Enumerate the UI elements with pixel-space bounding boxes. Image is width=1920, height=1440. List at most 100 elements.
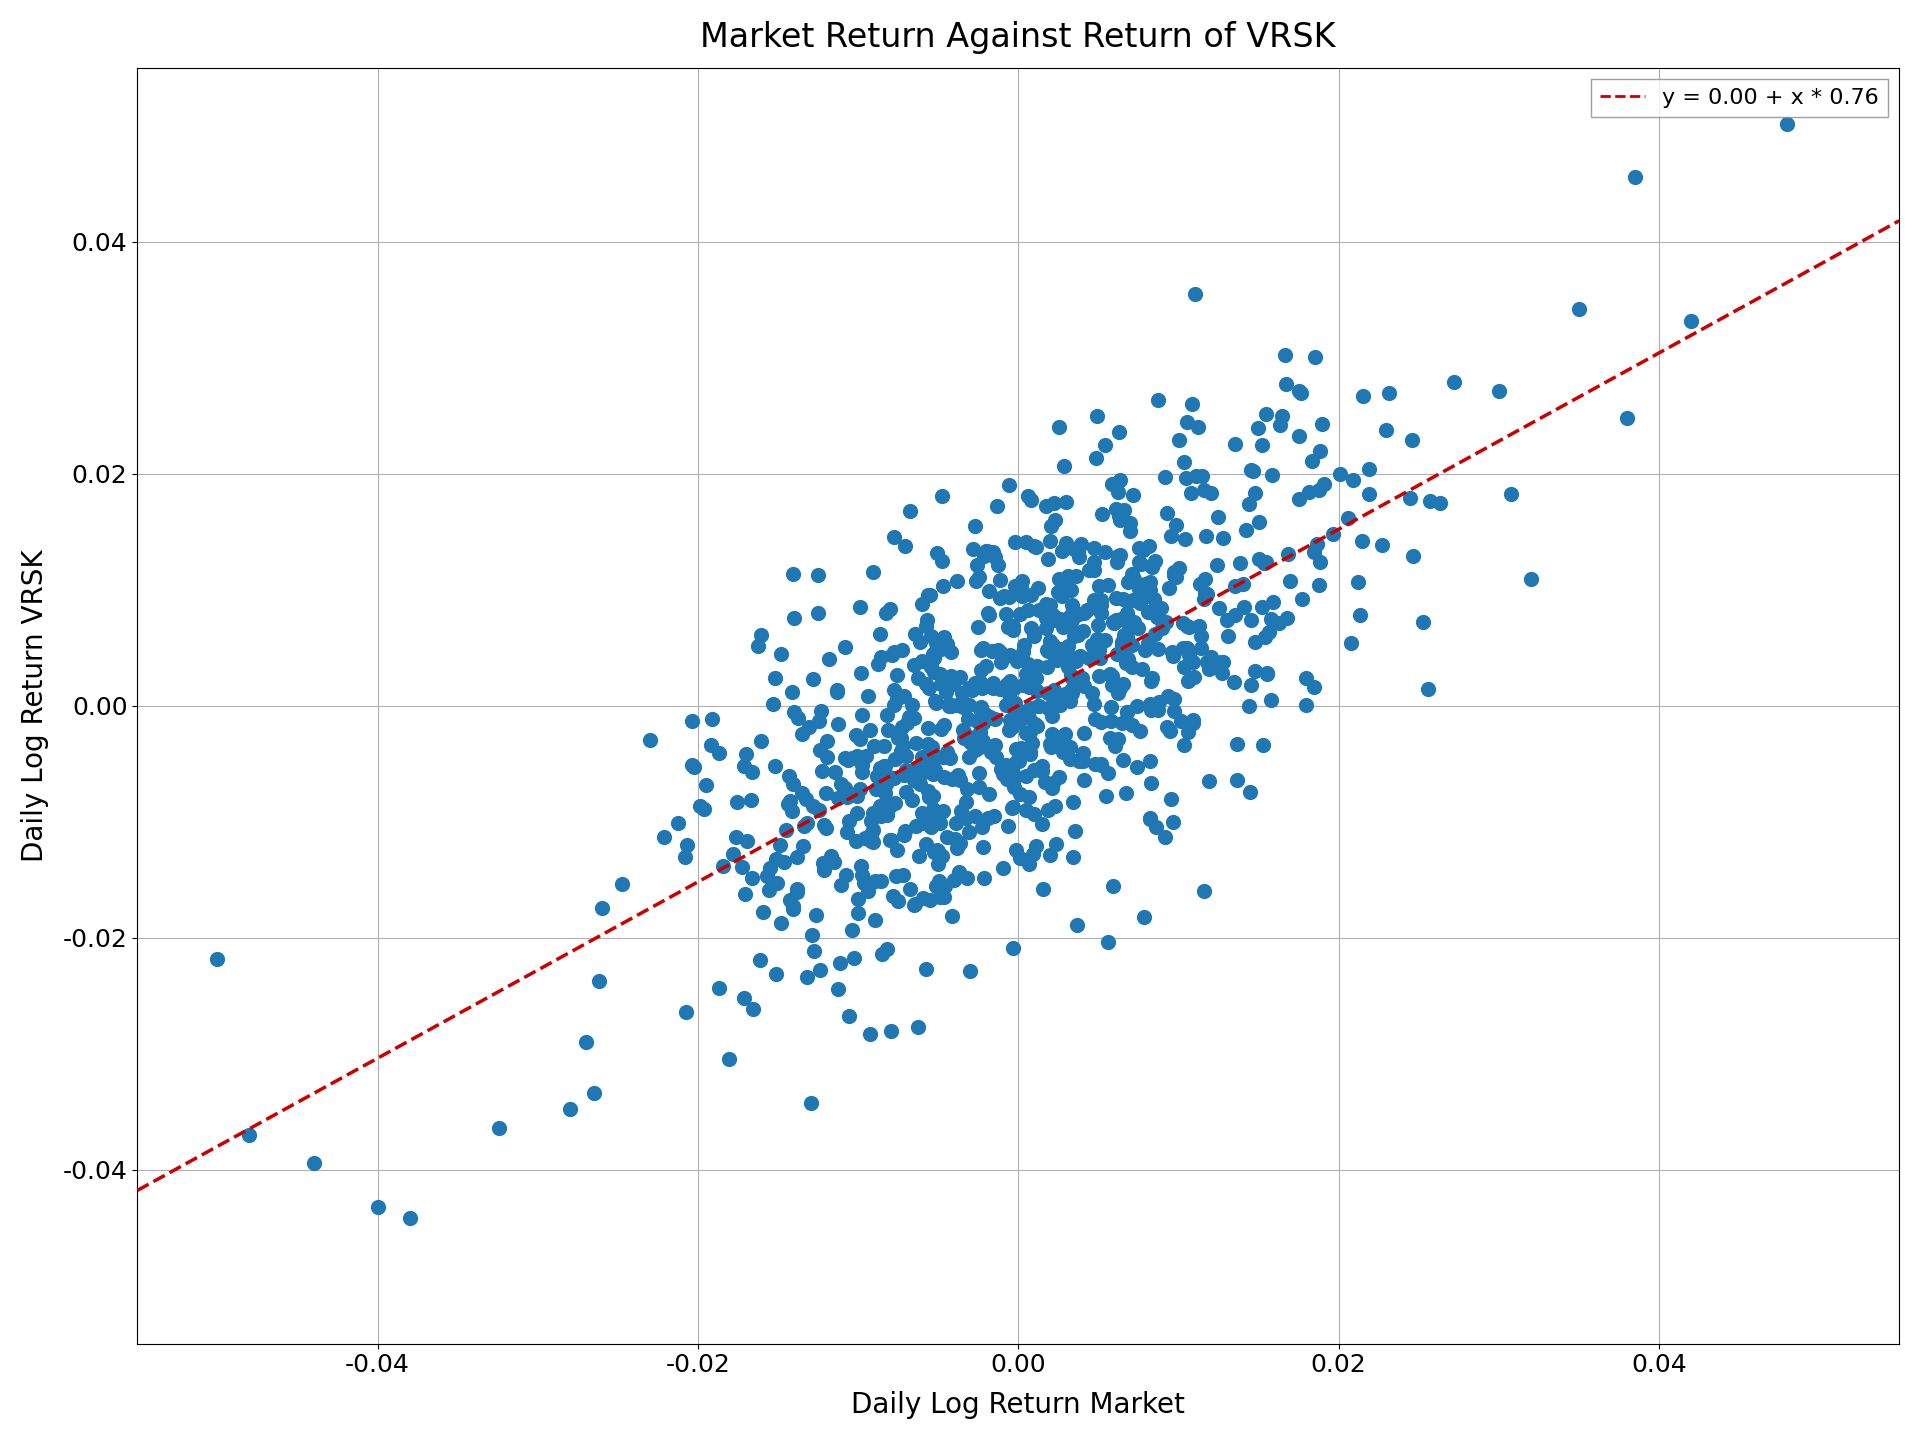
Point xyxy=(1035,733,1066,756)
Point xyxy=(920,661,950,684)
Point xyxy=(1033,696,1064,719)
Point xyxy=(1010,531,1041,554)
Point xyxy=(918,749,948,772)
Point xyxy=(1183,615,1213,638)
Point xyxy=(908,812,939,835)
Point xyxy=(904,772,935,795)
Point xyxy=(1021,576,1052,599)
Point xyxy=(1016,696,1046,719)
Point xyxy=(1208,651,1238,674)
Point xyxy=(937,768,968,791)
Point xyxy=(1196,481,1227,504)
Point xyxy=(1269,344,1300,367)
Point xyxy=(806,851,837,874)
Point xyxy=(1425,491,1455,514)
Point xyxy=(1083,644,1114,667)
Point xyxy=(778,563,808,586)
Point xyxy=(1037,704,1068,727)
Point xyxy=(697,707,728,730)
Point xyxy=(962,553,993,576)
Point xyxy=(1196,645,1227,668)
Point xyxy=(705,742,735,765)
Point xyxy=(1052,634,1083,657)
Point xyxy=(1079,595,1110,618)
Point xyxy=(808,814,839,837)
Point xyxy=(1137,698,1167,721)
Point xyxy=(762,871,793,894)
Point xyxy=(789,814,820,837)
Point xyxy=(1004,700,1035,723)
Point xyxy=(899,654,929,677)
Point xyxy=(899,894,929,917)
Point xyxy=(1177,711,1208,734)
Point xyxy=(1235,492,1265,516)
Point xyxy=(829,864,860,887)
Point xyxy=(1033,547,1064,570)
Point xyxy=(912,583,943,606)
Point xyxy=(929,874,960,897)
Point xyxy=(1515,567,1546,590)
Point xyxy=(908,887,939,910)
Point xyxy=(578,1081,609,1104)
Point xyxy=(1041,648,1071,671)
Point xyxy=(979,733,1010,756)
Point xyxy=(881,838,912,861)
Point xyxy=(1054,736,1085,759)
Point xyxy=(1123,536,1154,559)
Point xyxy=(925,717,956,740)
Point xyxy=(918,798,948,821)
Point xyxy=(843,901,874,924)
Point xyxy=(1079,550,1110,573)
Point xyxy=(804,739,835,762)
Point xyxy=(935,665,966,688)
Point xyxy=(1117,484,1148,507)
Point xyxy=(1023,694,1054,717)
Point xyxy=(1112,700,1142,723)
Point xyxy=(948,719,979,742)
Point xyxy=(1123,550,1154,573)
Point xyxy=(1081,446,1112,469)
Point xyxy=(1069,602,1100,625)
Point xyxy=(1014,675,1044,698)
Point xyxy=(776,681,806,704)
Point xyxy=(732,829,762,852)
Point xyxy=(1284,379,1315,402)
Point xyxy=(933,674,964,697)
Point xyxy=(948,721,979,744)
Point xyxy=(1056,609,1087,632)
Point xyxy=(987,857,1018,880)
Point xyxy=(1160,564,1190,588)
Point xyxy=(1135,806,1165,829)
Point xyxy=(1152,503,1183,526)
Point xyxy=(1250,550,1281,573)
Point xyxy=(1177,393,1208,416)
Point xyxy=(935,696,966,719)
Point xyxy=(900,732,931,755)
Point xyxy=(484,1117,515,1140)
Point xyxy=(1035,736,1066,759)
Point xyxy=(943,763,973,786)
Point xyxy=(1317,523,1348,546)
Point xyxy=(1089,628,1119,651)
Point xyxy=(960,514,991,537)
Point xyxy=(1056,647,1087,670)
Point xyxy=(816,845,847,868)
Point xyxy=(1271,606,1302,629)
Point xyxy=(931,825,962,848)
Point xyxy=(1167,733,1198,756)
Point xyxy=(975,706,1006,729)
Point xyxy=(678,756,708,779)
Point xyxy=(1052,655,1083,678)
Point xyxy=(720,825,751,848)
Point xyxy=(1056,605,1087,628)
Point xyxy=(1098,874,1129,897)
Point xyxy=(1177,649,1208,672)
Point xyxy=(995,719,1025,742)
Point xyxy=(916,655,947,678)
Point xyxy=(1033,639,1064,662)
Point xyxy=(1102,642,1133,665)
Point xyxy=(970,654,1000,677)
Point xyxy=(1060,564,1091,588)
Point xyxy=(745,730,776,753)
Point xyxy=(862,652,893,675)
